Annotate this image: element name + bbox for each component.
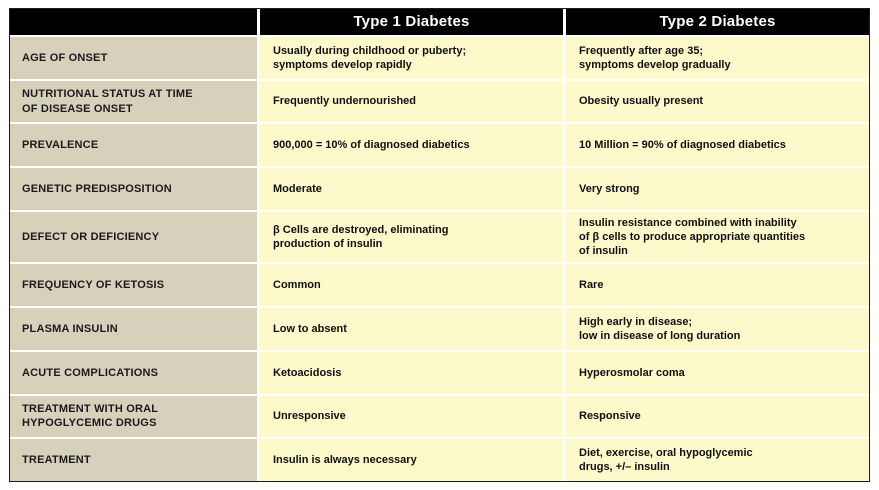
row-label: GENETIC PREDISPOSITION	[10, 168, 257, 210]
type1-cell-text: Unresponsive	[273, 410, 346, 423]
row-label-text: GENETIC PREDISPOSITION	[22, 182, 172, 195]
header-type1-label: Type 1 Diabetes	[353, 13, 470, 31]
type1-cell: β Cells are destroyed, eliminating produ…	[260, 211, 563, 263]
type2-cell-text: Responsive	[579, 410, 641, 423]
row-label-text: PLASMA INSULIN	[22, 322, 118, 335]
type1-cell: Common	[260, 264, 563, 307]
header-type2-label: Type 2 Diabetes	[659, 13, 776, 31]
type1-cell: Frequently undernourished	[260, 80, 563, 123]
row-label: DEFECT OR DEFICIENCY	[10, 211, 257, 263]
type1-cell-text: Frequently undernourished	[273, 95, 417, 108]
type2-cell-text: Very strong	[579, 182, 640, 195]
row-label: NUTRITIONAL STATUS AT TIME OF DISEASE ON…	[10, 80, 257, 123]
type2-cell: Rare	[566, 264, 869, 307]
type2-cell-text: Frequently after age 35; symptoms develo…	[579, 44, 731, 71]
type2-cell: Insulin resistance combined with inabili…	[566, 211, 869, 263]
row-label: PLASMA INSULIN	[10, 308, 257, 350]
type2-cell: Diet, exercise, oral hypoglycemic drugs,…	[566, 439, 869, 481]
row-label-text: TREATMENT	[22, 453, 91, 466]
row-label-text: NUTRITIONAL STATUS AT TIME OF DISEASE ON…	[22, 88, 193, 115]
row-label-text: PREVALENCE	[22, 139, 99, 152]
row-label-text: DEFECT OR DEFICIENCY	[22, 230, 160, 243]
header-empty-cell	[10, 9, 257, 35]
row-label: AGE OF ONSET	[10, 37, 257, 79]
diabetes-comparison-table: Type 1 Diabetes Type 2 Diabetes AGE OF O…	[9, 8, 870, 482]
type2-cell-text: High early in disease; low in disease of…	[579, 315, 741, 342]
type1-cell-text: Insulin is always necessary	[273, 453, 417, 466]
row-label: FREQUENCY OF KETOSIS	[10, 264, 257, 307]
row-label-text: AGE OF ONSET	[22, 51, 108, 64]
header-type1: Type 1 Diabetes	[260, 9, 563, 35]
type1-cell-text: β Cells are destroyed, eliminating produ…	[273, 223, 449, 251]
type1-cell-text: Ketoacidosis	[273, 366, 342, 379]
type2-cell: Very strong	[566, 168, 869, 210]
type1-cell-text: Usually during childhood or puberty; sym…	[273, 44, 467, 71]
type1-cell: Moderate	[260, 168, 563, 210]
row-label: PREVALENCE	[10, 124, 257, 167]
type1-cell: Usually during childhood or puberty; sym…	[260, 37, 563, 79]
type2-cell: 10 Million = 90% of diagnosed diabetics	[566, 124, 869, 167]
header-type2: Type 2 Diabetes	[566, 9, 869, 35]
type2-cell-text: Hyperosmolar coma	[579, 366, 685, 379]
type1-cell: Low to absent	[260, 308, 563, 350]
row-label-text: ACUTE COMPLICATIONS	[22, 366, 159, 379]
type2-cell: High early in disease; low in disease of…	[566, 308, 869, 350]
type2-cell-text: Insulin resistance combined with inabili…	[579, 216, 806, 258]
type2-cell-text: Rare	[579, 279, 604, 292]
row-label-text: TREATMENT WITH ORAL HYPOGLYCEMIC DRUGS	[22, 403, 159, 430]
type2-cell: Obesity usually present	[566, 80, 869, 123]
type1-cell: 900,000 = 10% of diagnosed diabetics	[260, 124, 563, 167]
type2-cell-text: Obesity usually present	[579, 95, 704, 108]
type2-cell: Frequently after age 35; symptoms develo…	[566, 37, 869, 79]
row-label: TREATMENT	[10, 439, 257, 481]
type2-cell-text: 10 Million = 90% of diagnosed diabetics	[579, 139, 786, 152]
type1-cell: Insulin is always necessary	[260, 439, 563, 481]
type1-cell-text: Low to absent	[273, 322, 347, 335]
type1-cell-text: Moderate	[273, 182, 322, 195]
row-label: ACUTE COMPLICATIONS	[10, 351, 257, 394]
type2-cell-text: Diet, exercise, oral hypoglycemic drugs,…	[579, 446, 753, 474]
type1-cell-text: Common	[273, 279, 321, 292]
type2-cell: Hyperosmolar coma	[566, 351, 869, 394]
type1-cell: Unresponsive	[260, 395, 563, 438]
type2-cell: Responsive	[566, 395, 869, 438]
row-label-text: FREQUENCY OF KETOSIS	[22, 279, 165, 292]
row-label: TREATMENT WITH ORAL HYPOGLYCEMIC DRUGS	[10, 395, 257, 438]
type1-cell-text: 900,000 = 10% of diagnosed diabetics	[273, 139, 470, 152]
type1-cell: Ketoacidosis	[260, 351, 563, 394]
